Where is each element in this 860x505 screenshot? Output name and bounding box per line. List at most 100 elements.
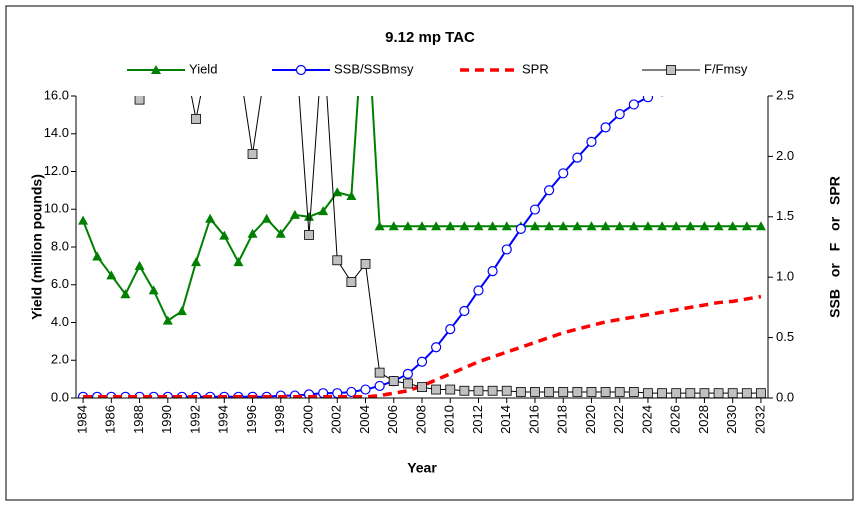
marker bbox=[431, 384, 442, 395]
marker bbox=[247, 228, 258, 238]
marker bbox=[501, 244, 512, 255]
x-tick-label: 1996 bbox=[244, 405, 259, 434]
marker bbox=[558, 168, 569, 179]
marker bbox=[755, 221, 766, 231]
legend-label: F/Fmsy bbox=[704, 61, 748, 76]
legend-marker bbox=[295, 64, 307, 76]
legend-marker bbox=[151, 65, 161, 74]
marker bbox=[713, 388, 724, 398]
x-tick-label: 1994 bbox=[216, 405, 231, 434]
marker bbox=[600, 122, 611, 133]
marker bbox=[501, 221, 512, 231]
x-tick-label: 2004 bbox=[357, 405, 372, 434]
marker bbox=[473, 221, 484, 231]
x-tick-label: 2020 bbox=[583, 405, 598, 434]
legend-marker bbox=[666, 65, 676, 75]
marker bbox=[445, 384, 456, 395]
marker bbox=[572, 221, 583, 231]
marker bbox=[699, 388, 710, 398]
marker bbox=[727, 388, 738, 398]
x-tick-label: 2014 bbox=[498, 405, 513, 434]
marker bbox=[741, 221, 752, 231]
marker bbox=[628, 221, 639, 231]
marker bbox=[289, 209, 300, 219]
marker bbox=[501, 385, 512, 396]
marker bbox=[741, 388, 752, 398]
marker bbox=[642, 96, 654, 103]
marker bbox=[346, 386, 357, 398]
y-tick-label: 14.0 bbox=[44, 125, 69, 140]
marker bbox=[600, 387, 611, 397]
marker bbox=[134, 96, 145, 105]
marker bbox=[388, 221, 399, 231]
marker bbox=[445, 221, 456, 231]
marker bbox=[685, 221, 696, 231]
x-tick-label: 1992 bbox=[187, 405, 202, 434]
marker bbox=[402, 368, 413, 379]
series-line bbox=[83, 294, 762, 398]
marker bbox=[120, 289, 131, 299]
x-tick-label: 2022 bbox=[611, 405, 626, 434]
marker bbox=[360, 259, 371, 269]
y-axis-title: Yield (million pounds) bbox=[29, 174, 45, 320]
x-tick-label: 1988 bbox=[131, 405, 146, 434]
marker bbox=[191, 257, 202, 267]
y-tick-label: 16.0 bbox=[44, 87, 69, 102]
marker bbox=[78, 215, 89, 225]
marker bbox=[657, 388, 667, 398]
marker bbox=[544, 185, 555, 196]
marker bbox=[374, 367, 385, 378]
marker bbox=[417, 221, 427, 231]
marker bbox=[614, 387, 625, 397]
marker bbox=[275, 228, 286, 238]
marker bbox=[642, 221, 653, 231]
x-tick-label: 2018 bbox=[555, 405, 570, 434]
marker bbox=[416, 356, 428, 367]
x-tick-label: 1986 bbox=[103, 405, 118, 434]
legend-label: Yield bbox=[189, 61, 217, 76]
marker bbox=[699, 221, 710, 231]
marker bbox=[374, 221, 385, 231]
marker bbox=[431, 342, 442, 353]
marker bbox=[643, 388, 653, 398]
x-tick-label: 1984 bbox=[74, 405, 89, 434]
marker bbox=[586, 221, 597, 231]
x-tick-label: 2006 bbox=[385, 405, 400, 434]
y-tick-label: 6.0 bbox=[51, 276, 69, 291]
x-tick-label: 2026 bbox=[668, 405, 683, 434]
y-tick-label: 10.0 bbox=[44, 201, 69, 216]
y-tick-label: 0.0 bbox=[51, 389, 69, 404]
marker bbox=[529, 204, 541, 215]
marker bbox=[402, 378, 413, 389]
y-tick-label: 4.0 bbox=[51, 314, 69, 329]
chart-title: 9.12 mp TAC bbox=[385, 29, 475, 46]
marker bbox=[332, 255, 343, 266]
marker bbox=[572, 152, 583, 163]
legend-label: SSB/SSBmsy bbox=[334, 61, 414, 76]
x-tick-label: 2024 bbox=[639, 405, 654, 434]
marker bbox=[134, 260, 145, 270]
marker bbox=[713, 221, 724, 231]
marker bbox=[487, 221, 498, 231]
y2-tick-label: 0.5 bbox=[776, 329, 794, 344]
marker bbox=[614, 221, 625, 231]
marker bbox=[176, 306, 187, 316]
x-axis-title: Year bbox=[407, 460, 437, 476]
y-tick-label: 2.0 bbox=[51, 352, 69, 367]
marker bbox=[360, 384, 371, 395]
marker bbox=[304, 230, 314, 240]
marker bbox=[473, 385, 484, 396]
marker bbox=[628, 99, 639, 110]
y-tick-label: 8.0 bbox=[51, 238, 69, 253]
marker bbox=[544, 387, 555, 397]
marker bbox=[628, 387, 639, 397]
marker bbox=[459, 221, 470, 231]
x-tick-label: 2028 bbox=[696, 405, 711, 434]
marker bbox=[417, 382, 427, 393]
marker bbox=[431, 221, 442, 231]
x-tick-label: 2030 bbox=[724, 405, 739, 434]
marker bbox=[276, 0, 285, 4]
marker bbox=[445, 324, 456, 335]
marker bbox=[374, 380, 385, 392]
